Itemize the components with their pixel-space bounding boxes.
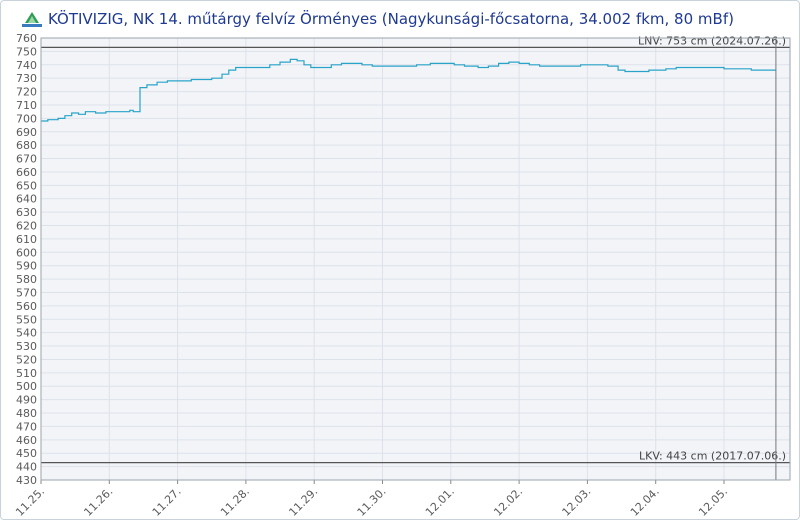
y-tick-label: 690 [16,126,37,139]
reference-line-label: LKV: 443 cm (2017.07.06.) [639,450,786,463]
x-tick-label: 12.05. [696,485,730,519]
y-tick-label: 730 [16,72,37,85]
chart-title: KÖTIVIZIG, NK 14. műtárgy felvíz Örménye… [48,10,734,28]
y-tick-label: 620 [16,220,37,233]
x-tick-label: 11.30. [355,485,389,519]
x-tick-label: 12.03. [560,485,594,519]
y-tick-label: 590 [16,260,37,273]
y-tick-label: 580 [16,273,37,286]
plot-border [40,37,791,481]
y-tick-label: 630 [16,206,37,219]
y-axis: 4304404504604704804905005105205305405505… [16,32,37,487]
y-tick-label: 660 [16,166,37,179]
y-tick-label: 510 [16,367,37,380]
water-gauge-logo-icon [22,12,42,27]
y-tick-label: 680 [16,139,37,152]
y-tick-label: 650 [16,179,37,192]
y-tick-label: 490 [16,394,37,407]
x-tick-label: 11.29. [286,485,320,519]
series-layer [41,58,776,122]
y-tick-label: 530 [16,340,37,353]
y-tick-label: 540 [16,327,37,340]
y-tick-label: 570 [16,286,37,299]
y-tick-label: 500 [16,380,37,393]
y-tick-label: 550 [16,313,37,326]
y-tick-label: 720 [16,86,37,99]
y-tick-label: 440 [16,461,37,474]
plot-area [41,38,790,480]
y-tick-label: 480 [16,407,37,420]
y-tick-label: 750 [16,45,37,58]
x-tick-label: 11.26. [81,485,115,519]
y-tick-label: 600 [16,246,37,259]
series-line [41,58,776,122]
y-tick-label: 560 [16,300,37,313]
grid-layer [40,37,790,481]
x-axis: 11.25. 11.26. 11.27. 11.28. 11.29. 11.30. 12.0… [13,480,730,519]
x-tick-label: 12.01. [423,485,457,519]
y-tick-label: 700 [16,112,37,125]
x-tick-label: 11.28. [218,485,252,519]
y-tick-label: 430 [16,474,37,487]
x-tick-label: 11.27. [150,485,184,519]
y-tick-label: 640 [16,193,37,206]
y-tick-label: 470 [16,420,37,433]
y-tick-label: 740 [16,59,37,72]
y-tick-label: 610 [16,233,37,246]
reference-line-label: LNV: 753 cm (2024.07.26.) [638,34,786,47]
y-tick-label: 450 [16,447,37,460]
title-row: KÖTIVIZIG, NK 14. műtárgy felvíz Örménye… [22,9,734,29]
y-tick-label: 520 [16,353,37,366]
x-tick-label: 12.02. [491,485,525,519]
y-tick-label: 710 [16,99,37,112]
x-tick-label: 12.04. [628,485,662,519]
y-tick-label: 460 [16,434,37,447]
y-tick-label: 670 [16,153,37,166]
y-tick-label: 760 [16,32,37,45]
x-tick-label: 11.25. [13,485,47,519]
